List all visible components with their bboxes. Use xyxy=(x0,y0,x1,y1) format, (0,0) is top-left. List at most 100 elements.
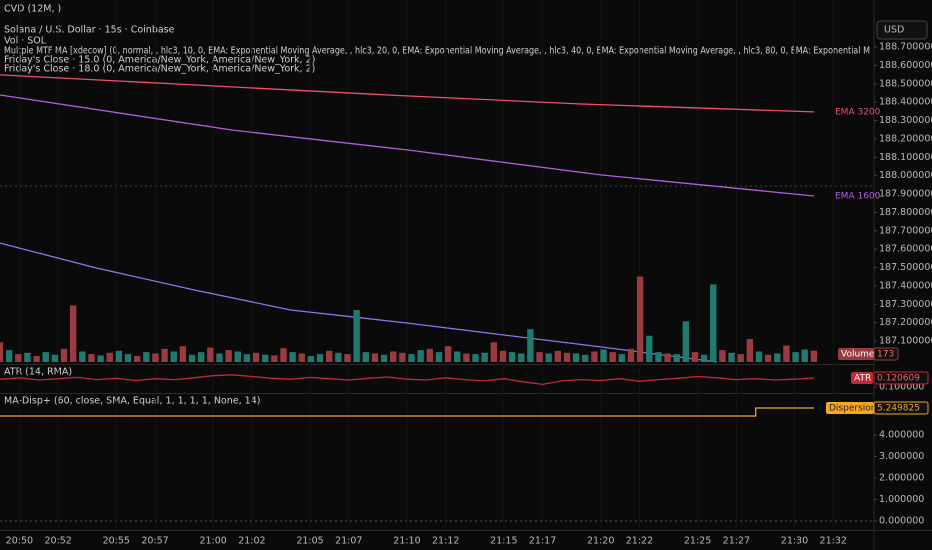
legend-line: Solana / U.S. Dollar · 15s · Coinbase xyxy=(4,25,175,36)
volume-bar xyxy=(380,354,388,362)
volume-bar xyxy=(316,354,324,362)
volume-bar xyxy=(243,354,251,362)
y-tick-label: 0.100000 xyxy=(879,382,924,393)
y-tick-label: 188.300000 xyxy=(879,115,932,126)
value-tag xyxy=(873,371,929,385)
value-tag-text: 173 xyxy=(877,350,894,360)
volume-bar xyxy=(435,352,443,362)
volume-bar xyxy=(335,352,342,362)
volume-bar xyxy=(271,355,278,362)
volume-bar xyxy=(60,348,68,362)
x-tick-label: 21:22 xyxy=(626,536,653,547)
y-tick-label: 188.100000 xyxy=(879,152,932,163)
series-line xyxy=(0,94,814,197)
volume-bar xyxy=(563,352,571,362)
volume-bar xyxy=(527,329,534,362)
volume-bar xyxy=(216,353,223,362)
indicator-label: CVD (12M, ) xyxy=(4,4,61,15)
x-tick-label: 21:07 xyxy=(335,536,362,547)
value-tag xyxy=(851,372,873,385)
volume-bar xyxy=(545,353,552,362)
y-tick-label: 188.200000 xyxy=(879,133,932,144)
volume-bar xyxy=(609,352,616,362)
volume-bar xyxy=(508,352,516,362)
volume-bar xyxy=(618,354,626,362)
x-tick-label: 20:52 xyxy=(44,536,71,547)
y-tick-label: 2.000000 xyxy=(879,473,924,484)
series-label: EMA 3200 xyxy=(835,107,881,117)
y-tick-label: 187.100000 xyxy=(879,336,932,347)
volume-bar xyxy=(143,352,150,362)
y-tick-label: 3.000000 xyxy=(879,451,924,462)
volume-bar xyxy=(88,354,95,362)
volume-bar xyxy=(518,353,525,362)
x-tick-label: 20:50 xyxy=(6,536,33,547)
volume-bar xyxy=(774,353,781,362)
value-tag xyxy=(873,401,929,415)
volume-bar xyxy=(499,350,507,362)
currency-button[interactable] xyxy=(876,20,928,40)
y-tick-label: 188.400000 xyxy=(879,97,932,108)
series-line xyxy=(0,74,814,113)
volume-bar xyxy=(636,276,644,362)
pane-title: ATR (14, RMA) xyxy=(4,367,72,378)
y-tick-label: 187.700000 xyxy=(879,225,932,236)
volume-bar xyxy=(481,352,488,362)
volume-bar xyxy=(746,338,754,362)
value-tag xyxy=(873,347,899,361)
volume-bar xyxy=(51,354,59,362)
volume-bar xyxy=(0,342,4,362)
y-tick-label: 187.200000 xyxy=(879,317,932,328)
volume-bar xyxy=(792,352,799,362)
volume-bar xyxy=(454,351,461,362)
volume-bar xyxy=(472,354,479,362)
currency[interactable]: USD xyxy=(884,25,904,36)
series-line xyxy=(0,242,718,363)
volume-bar xyxy=(764,354,772,362)
volume-bar xyxy=(326,350,333,362)
volume-bar xyxy=(600,349,607,362)
x-tick-label: 21:12 xyxy=(432,536,459,547)
volume-bar xyxy=(426,348,433,362)
value-tag xyxy=(826,402,874,415)
volume-bar xyxy=(700,354,708,362)
volume-bar xyxy=(417,350,424,362)
volume-bar xyxy=(69,305,77,362)
legend-line: Vol · SOL xyxy=(4,36,47,47)
volume-bar xyxy=(646,335,653,362)
y-tick-label: 188.600000 xyxy=(879,60,932,71)
volume-bar xyxy=(24,352,31,362)
volume-bar xyxy=(353,310,360,362)
y-tick-label: 0.000000 xyxy=(879,516,924,527)
volume-bar xyxy=(737,354,744,362)
volume-bar xyxy=(783,345,790,362)
y-tick-label: 188.000000 xyxy=(879,170,932,181)
volume-bar xyxy=(15,354,22,362)
volume-bar xyxy=(225,350,232,362)
series-line xyxy=(0,374,814,386)
volume-bar xyxy=(664,353,671,362)
x-tick-label: 21:32 xyxy=(820,536,847,547)
volume-bar xyxy=(362,352,369,362)
legend-line: Friday's Close · 18.0 (0, America/New_Yo… xyxy=(4,64,315,75)
volume-bar xyxy=(582,354,589,362)
volume-bar xyxy=(234,351,241,362)
value-tag-text: 5.249825 xyxy=(877,404,920,414)
y-tick-label: 4.000000 xyxy=(879,429,924,440)
x-tick-label: 21:27 xyxy=(723,536,750,547)
volume-bar xyxy=(161,348,168,362)
y-tick-label: 187.300000 xyxy=(879,299,932,310)
volume-bar xyxy=(627,348,635,362)
x-tick-label: 21:15 xyxy=(490,536,517,547)
volume-bar xyxy=(5,350,13,362)
volume-bar xyxy=(124,354,132,362)
volume-bar xyxy=(810,350,818,362)
volume-bar xyxy=(408,354,415,362)
y-tick-label: 187.600000 xyxy=(879,244,932,255)
volume-bar xyxy=(554,350,562,362)
volume-bar xyxy=(252,352,260,362)
volume-bar xyxy=(710,284,717,362)
volume-bar xyxy=(307,356,315,362)
